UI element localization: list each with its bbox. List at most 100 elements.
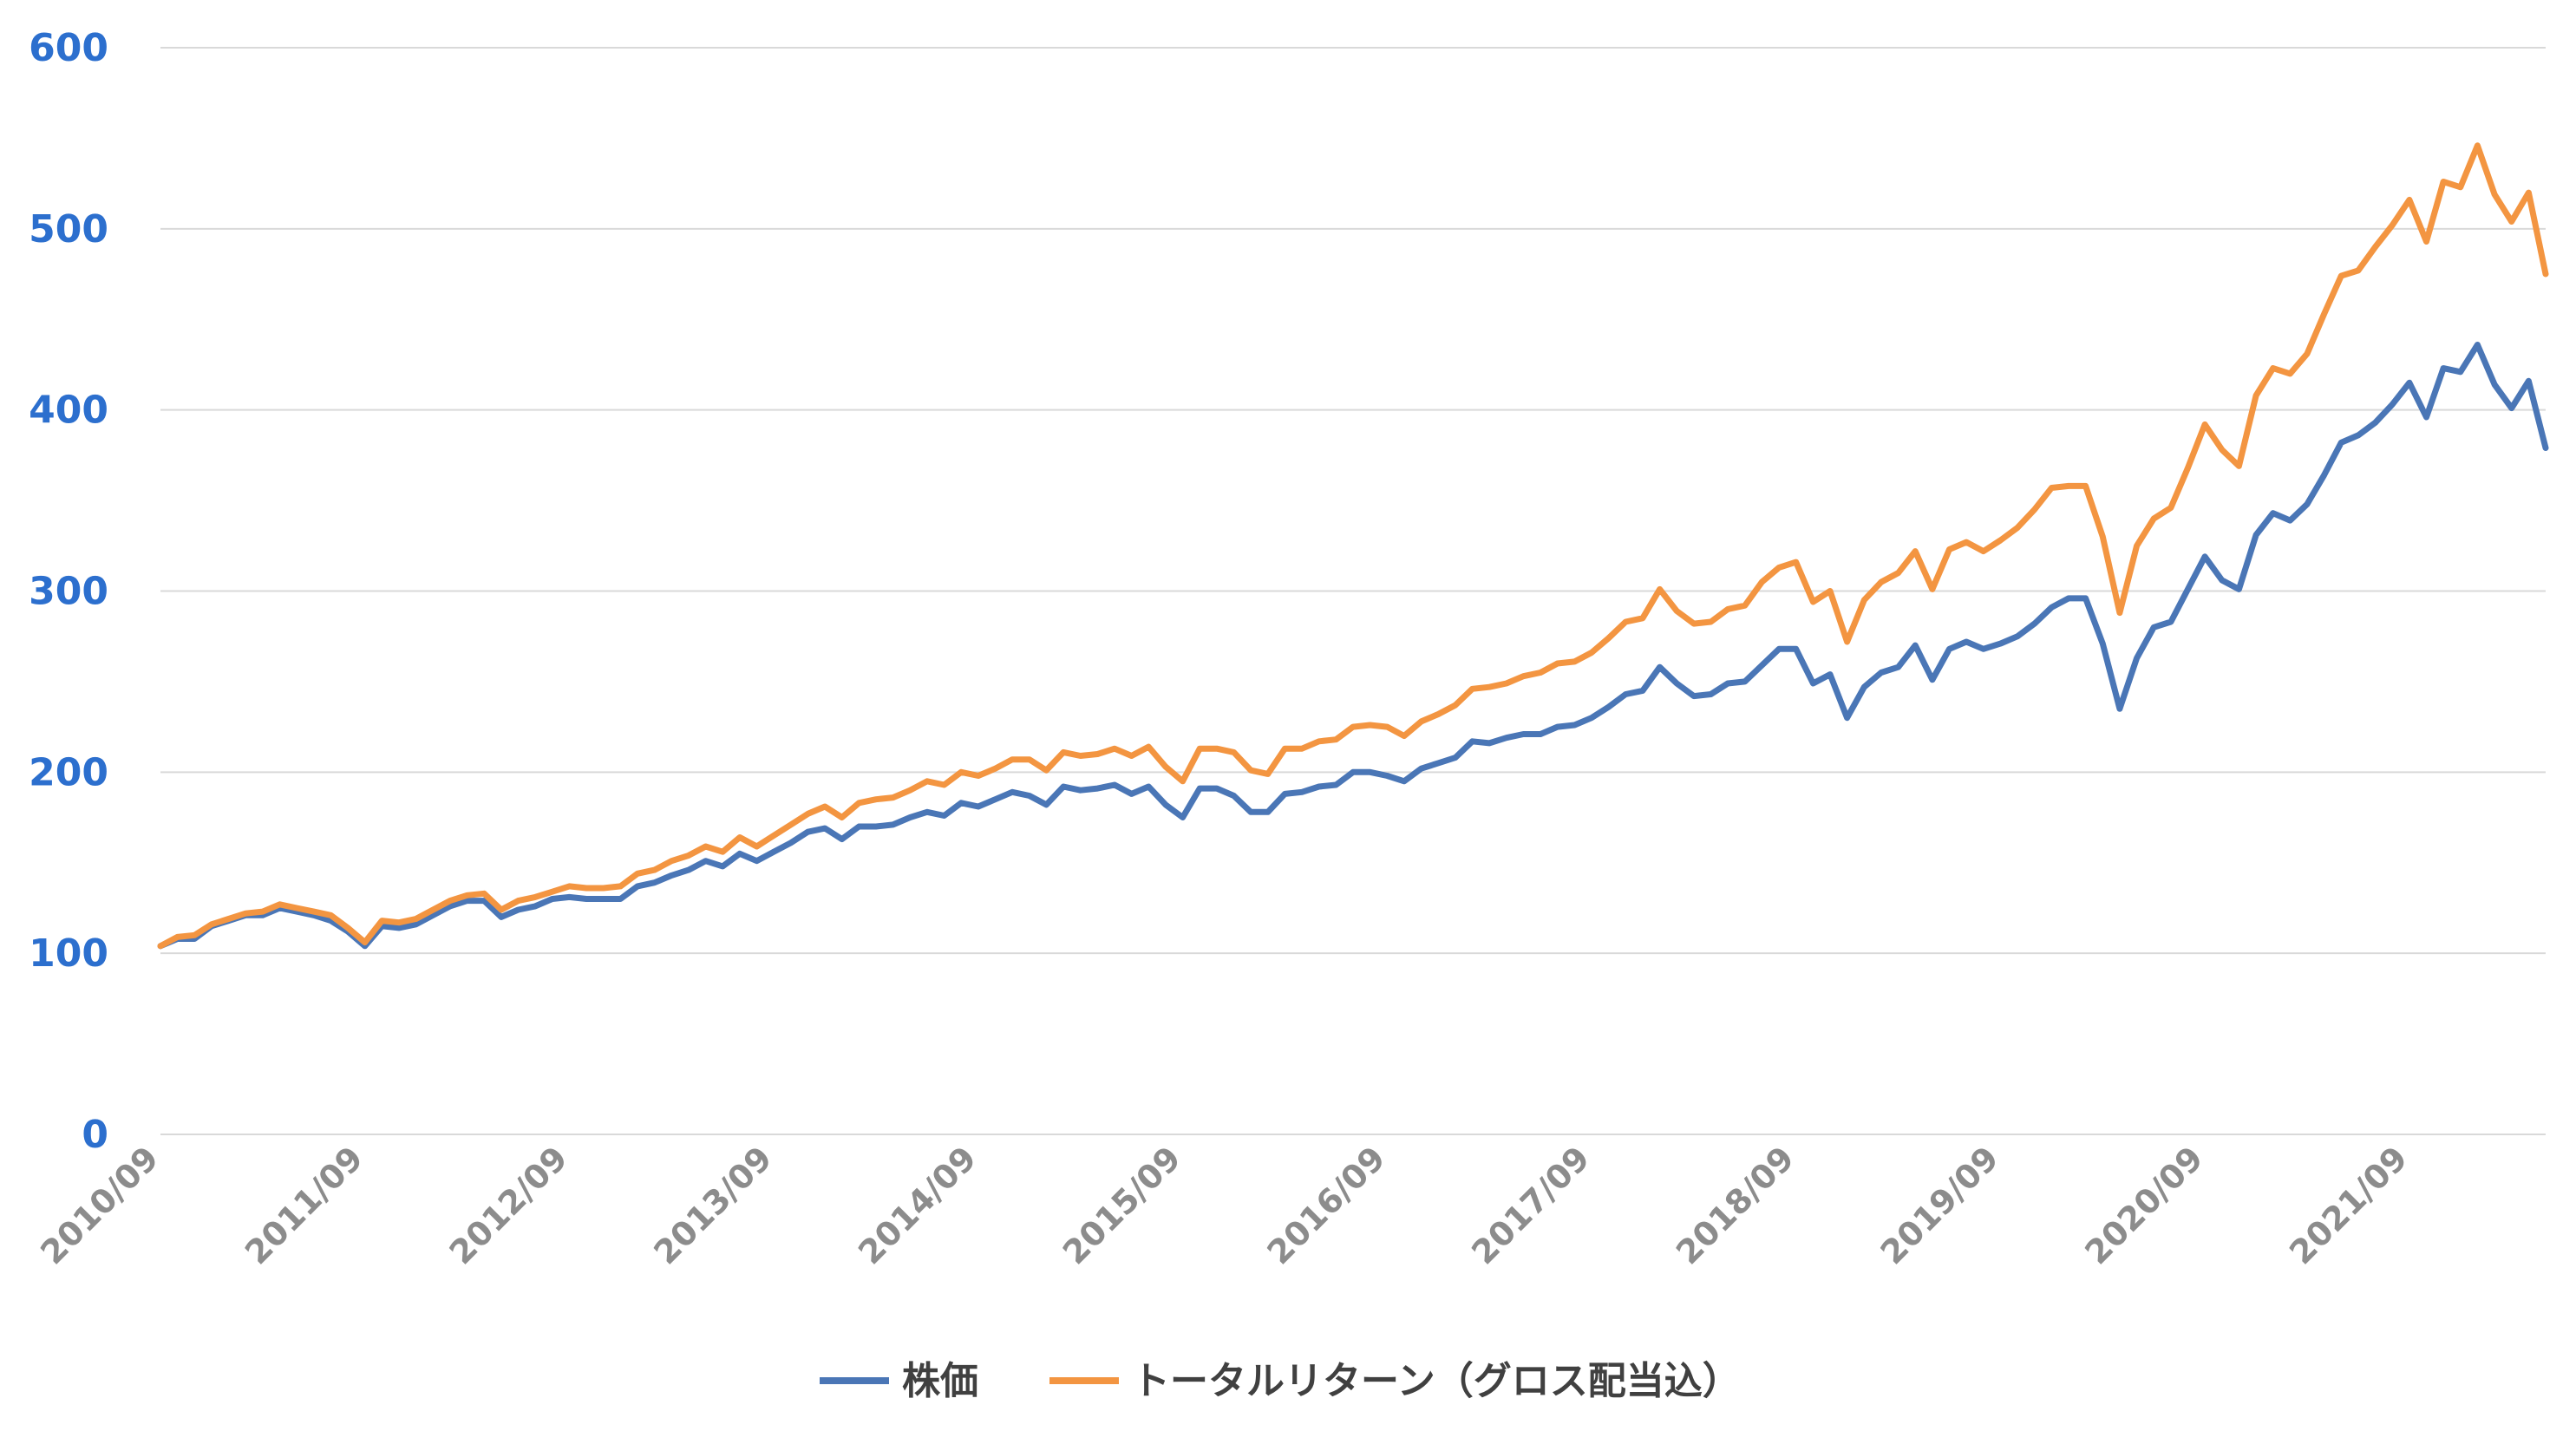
- data-point: [1625, 694, 1626, 696]
- data-point: [1983, 648, 1984, 650]
- data-point: [483, 900, 485, 902]
- data-point: [432, 909, 434, 911]
- data-point: [1352, 726, 1354, 728]
- data-point: [2476, 145, 2478, 147]
- data-point: [1165, 804, 1167, 806]
- data-point: [2306, 503, 2308, 505]
- data-point: [1608, 637, 1610, 639]
- data-point: [1744, 681, 1746, 683]
- data-point: [2255, 395, 2257, 396]
- data-point: [1233, 795, 1235, 797]
- data-point: [1199, 787, 1200, 789]
- data-point: [364, 942, 366, 944]
- data-point: [568, 896, 570, 898]
- data-point: [1999, 643, 2001, 644]
- data-point: [534, 905, 536, 907]
- data-point: [1455, 704, 1456, 706]
- data-point: [211, 924, 212, 925]
- data-point: [585, 887, 587, 889]
- data-point: [2068, 598, 2069, 599]
- data-point: [1233, 751, 1235, 753]
- data-point: [1114, 748, 1115, 749]
- data-point: [1370, 724, 1371, 726]
- data-point: [518, 900, 520, 902]
- data-point: [1829, 591, 1831, 592]
- data-point: [1863, 599, 1865, 601]
- data-point: [654, 882, 656, 884]
- data-point: [670, 860, 672, 862]
- data-point: [568, 885, 570, 887]
- data-point: [790, 824, 792, 826]
- data-point: [637, 885, 638, 887]
- data-point: [313, 911, 315, 912]
- data-point: [1847, 641, 1848, 643]
- data-point: [1727, 608, 1729, 610]
- data-point: [415, 924, 417, 925]
- data-point: [2476, 344, 2478, 346]
- data-point: [1778, 566, 1780, 568]
- data-point: [807, 813, 808, 814]
- data-point: [654, 869, 656, 871]
- data-point: [2017, 526, 2018, 528]
- data-point: [262, 911, 264, 912]
- data-point: [2306, 353, 2308, 355]
- series-2: [157, 142, 2549, 950]
- data-point: [2340, 275, 2342, 277]
- data-point: [1659, 588, 1661, 590]
- data-point: [1488, 686, 1490, 688]
- data-point: [330, 920, 331, 922]
- data-point: [398, 927, 400, 929]
- data-point: [330, 914, 331, 916]
- data-point: [1250, 769, 1252, 771]
- data-point: [926, 811, 928, 813]
- data-point: [1011, 759, 1013, 761]
- data-point: [2409, 382, 2410, 383]
- data-point: [1642, 689, 1644, 691]
- data-point: [1949, 549, 1951, 551]
- data-point: [773, 834, 775, 836]
- data-point: [552, 891, 553, 892]
- data-point: [1744, 604, 1746, 606]
- data-point: [2426, 416, 2428, 418]
- data-point: [1676, 611, 1677, 612]
- data-point: [1898, 572, 1899, 574]
- data-point: [2324, 313, 2325, 315]
- data-point: [500, 909, 502, 911]
- data-point: [875, 799, 877, 800]
- data-point: [1267, 811, 1269, 813]
- data-point: [1880, 581, 1882, 583]
- data-point: [688, 869, 690, 871]
- data-point: [2289, 519, 2291, 521]
- data-point: [858, 826, 860, 827]
- data-point: [1182, 817, 1184, 819]
- data-point: [2102, 643, 2103, 644]
- data-point: [347, 927, 349, 929]
- data-point: [1522, 676, 1524, 677]
- data-point: [2238, 465, 2239, 467]
- data-point: [1386, 726, 1388, 728]
- data-point: [1045, 804, 1047, 806]
- data-point: [534, 896, 536, 898]
- data-point: [1488, 742, 1490, 744]
- data-point: [1829, 674, 1831, 676]
- data-point: [739, 853, 741, 854]
- data-point: [824, 827, 826, 829]
- data-point: [875, 826, 877, 827]
- data-point: [1795, 561, 1797, 563]
- data-point: [1863, 686, 1865, 688]
- data-point: [1778, 648, 1780, 650]
- data-point: [1284, 793, 1285, 794]
- data-point: [2324, 474, 2325, 476]
- data-point: [603, 887, 605, 889]
- data-point: [739, 837, 741, 839]
- data-point: [160, 945, 161, 947]
- data-point: [1045, 769, 1047, 771]
- series-line: [157, 142, 2549, 950]
- y-tick-label: 100: [29, 931, 108, 976]
- data-point: [1949, 648, 1951, 650]
- data-point: [1710, 694, 1712, 696]
- data-point: [2391, 403, 2393, 405]
- data-point: [2068, 485, 2069, 487]
- data-point: [824, 806, 826, 807]
- data-point: [1710, 621, 1712, 623]
